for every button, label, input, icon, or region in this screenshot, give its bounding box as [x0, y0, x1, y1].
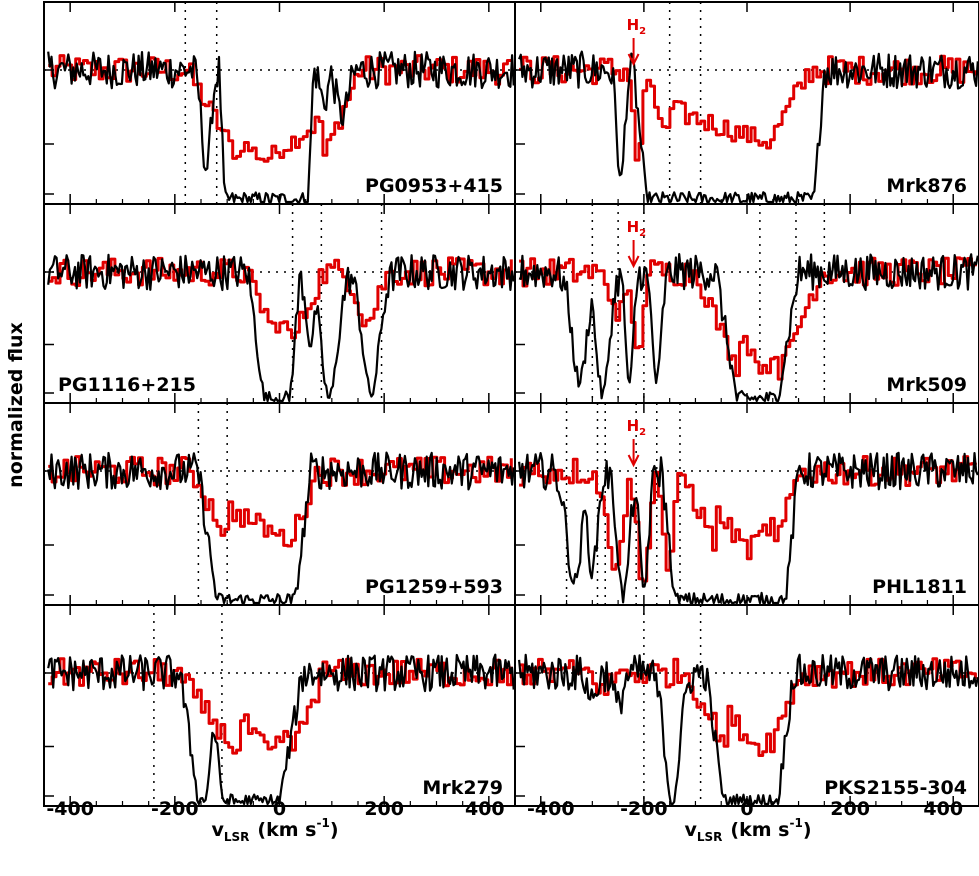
panel-label: PG0953+415 — [365, 175, 503, 197]
h2-marker-arrow-head — [627, 255, 640, 269]
panel-frame — [43, 402, 516, 606]
x-axis-label-sub-right: LSR — [697, 830, 723, 844]
axes-text-group: normalized flux vLSR (km s-1) vLSR (km s-1… — [5, 322, 812, 844]
panel-pg1259+593: PG1259+593 — [43, 402, 516, 606]
panel-label: PG1116+215 — [58, 374, 196, 396]
spectrum-black — [47, 451, 515, 605]
x-tick-label: 0 — [740, 798, 753, 820]
x-tick-label: 200 — [830, 798, 870, 820]
x-tick-label: -200 — [620, 798, 668, 820]
spectrum-black — [47, 653, 515, 806]
h2-marker-sub: 2 — [639, 26, 646, 37]
h2-marker-label: H2 — [627, 218, 647, 239]
panel-mrk279: Mrk279 -400 -200 0 200 400 — [43, 604, 516, 820]
panel-pks2155-304: PKS2155-304 -400 -200 0 200 400 — [514, 604, 979, 820]
spectrum-black — [518, 50, 979, 204]
x-tick-label: 0 — [273, 798, 286, 820]
panel-mrk876: H2 Mrk876 — [514, 1, 979, 205]
h2-marker-label: H2 — [627, 16, 647, 37]
x-axis-label-exp-left: -1 — [316, 816, 329, 830]
x-tick-label: 400 — [465, 798, 505, 820]
x-axis-label-main-right: v — [685, 819, 698, 841]
x-tick-label: -200 — [151, 798, 199, 820]
x-tick-label: -400 — [46, 798, 94, 820]
panel-frame — [514, 402, 979, 606]
x-axis-label-left: vLSR (km s-1) — [212, 816, 339, 844]
panel-frame — [43, 1, 516, 205]
spectrum-black — [47, 50, 515, 204]
h2-marker-arrow-head — [627, 454, 640, 468]
spectrum-red — [519, 256, 977, 381]
spectrum-black — [518, 653, 979, 806]
x-axis-label-sub-left: LSR — [224, 830, 250, 844]
spectrum-red — [48, 455, 513, 548]
x-axis-label-units-right: (km s — [730, 819, 789, 841]
spectrum-black — [518, 451, 979, 605]
x-axis-label-close-left: ) — [330, 819, 339, 841]
panel-pg0953+415: PG0953+415 — [43, 1, 516, 205]
x-tick-label: 400 — [923, 798, 963, 820]
h2-marker-arrow-head — [627, 53, 640, 67]
h2-marker-sub: 2 — [639, 427, 646, 438]
x-axis-label-main-left: v — [212, 819, 225, 841]
panel-label: Mrk509 — [886, 374, 967, 396]
h2-marker-text: H — [627, 218, 640, 236]
panel-phl1811: H2 PHL1811 — [514, 402, 979, 606]
panel-frame — [43, 604, 516, 807]
panel-frame — [514, 1, 979, 205]
h2-marker-text: H — [627, 417, 640, 435]
h2-marker-label: H2 — [627, 417, 647, 438]
x-tick-label: 200 — [364, 798, 404, 820]
panel-mrk509: H2 Mrk509 — [514, 203, 979, 404]
spectrum-black — [47, 253, 515, 403]
y-axis-label: normalized flux — [5, 322, 27, 488]
panels-group: PG0953+415H2Mrk876PG1116+215H2Mrk509PG12… — [43, 1, 979, 820]
panel-label: Mrk279 — [422, 777, 503, 799]
panel-frame — [514, 604, 979, 807]
x-axis-label-units-left: (km s — [257, 819, 316, 841]
h2-marker-text: H — [627, 16, 640, 34]
panel-label: Mrk876 — [886, 175, 967, 197]
x-axis-label-close-right: ) — [803, 819, 812, 841]
panel-label: PG1259+593 — [365, 576, 503, 598]
panel-label: PKS2155-304 — [824, 777, 967, 799]
x-axis-label-right: vLSR (km s-1) — [685, 816, 812, 844]
x-axis-label-exp-right: -1 — [789, 816, 802, 830]
panel-label: PHL1811 — [872, 576, 967, 598]
spectrum-black — [518, 253, 979, 403]
panel-pg1116+215: PG1116+215 — [43, 203, 516, 404]
x-tick-label: -400 — [527, 798, 575, 820]
h2-marker-sub: 2 — [639, 228, 646, 239]
